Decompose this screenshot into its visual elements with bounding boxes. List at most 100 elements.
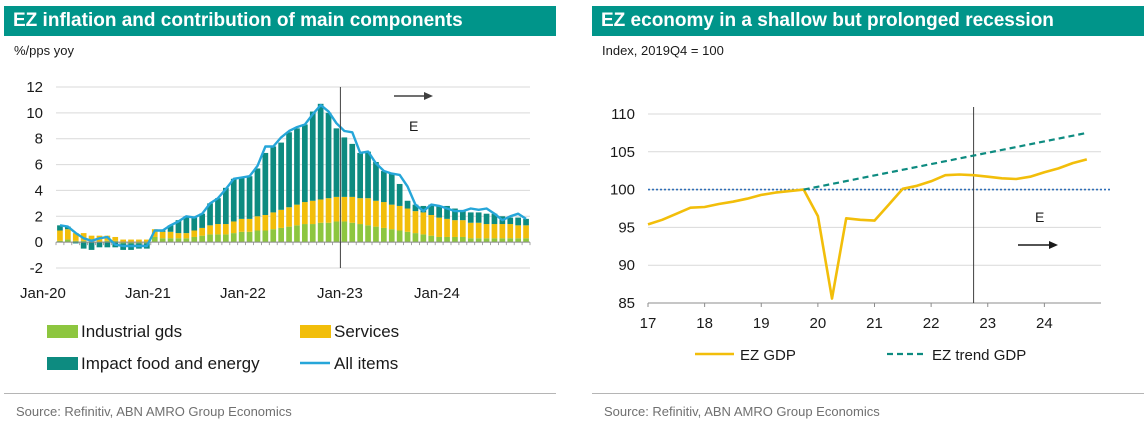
inflation-bar-food-energy: [96, 242, 103, 248]
legend-food-energy-label: Impact food and energy: [81, 354, 260, 373]
gdp-y-tick-label: 105: [610, 144, 635, 161]
inflation-bar-services: [325, 198, 332, 223]
inflation-bar-services: [428, 214, 435, 236]
inflation-bar-services: [88, 235, 95, 243]
inflation-bar-services: [294, 204, 300, 226]
inflation-bar-industrial: [278, 227, 284, 243]
inflation-bar-services: [286, 207, 292, 227]
inflation-bar-food-energy: [420, 205, 427, 213]
inflation-source: Source: Refinitiv, ABN AMRO Group Econom…: [16, 404, 292, 419]
inflation-bar-services: [246, 218, 253, 232]
inflation-bar-industrial: [467, 238, 474, 243]
inflation-bar-industrial: [444, 236, 450, 243]
inflation-bar-industrial: [215, 234, 221, 243]
gdp-line: [647, 158, 1088, 300]
inflation-unit-label: %/pps yoy: [14, 43, 74, 58]
inflation-bar-services: [507, 224, 514, 239]
inflation-bar-industrial: [381, 227, 387, 243]
inflation-bar-services: [357, 198, 363, 225]
gdp-x-tick-label: 22: [923, 315, 940, 332]
inflation-bar-food-energy: [167, 225, 174, 232]
inflation-bar-industrial: [333, 221, 340, 243]
inflation-x-tick-label: Jan-22: [220, 285, 266, 302]
inflation-bar-food-energy: [246, 176, 253, 219]
inflation-bar-services: [483, 224, 490, 239]
inflation-bar-industrial: [136, 242, 142, 244]
inflation-bar-services: [333, 196, 340, 222]
inflation-bar-industrial: [436, 236, 442, 243]
inflation-bar-food-energy: [302, 124, 308, 203]
legend-industrial-swatch: [47, 325, 78, 338]
inflation-bar-industrial: [183, 238, 190, 243]
inflation-bar-industrial: [112, 240, 119, 243]
inflation-bar-industrial: [396, 230, 403, 243]
inflation-bar-food-energy: [483, 213, 490, 225]
gdp-x-tick-label: 24: [1036, 315, 1053, 332]
inflation-bar-food-energy: [175, 220, 182, 234]
inflation-bar-services: [183, 233, 190, 239]
legend-gdp-label: EZ GDP: [740, 347, 796, 364]
inflation-bar-industrial: [128, 242, 134, 244]
inflation-bar-industrial: [286, 226, 292, 243]
legend-food-energy-swatch: [47, 357, 78, 370]
inflation-bar-industrial: [80, 240, 87, 243]
inflation-bar-food-energy: [349, 143, 356, 197]
inflation-bar-industrial: [238, 231, 245, 243]
inflation-bar-services: [72, 233, 79, 241]
inflation-bar-services: [436, 217, 442, 237]
inflation-bar-food-energy: [294, 128, 300, 205]
inflation-forecast-label: E: [409, 118, 418, 134]
inflation-bar-industrial: [159, 238, 166, 243]
inflation-bar-services: [175, 233, 182, 239]
inflation-bar-food-energy: [309, 111, 316, 201]
inflation-bar-industrial: [191, 236, 198, 243]
gdp-y-tick-label: 110: [611, 106, 635, 123]
inflation-bar-food-energy: [223, 187, 229, 225]
inflation-bar-food-energy: [57, 225, 63, 231]
inflation-bar-industrial: [144, 242, 150, 244]
inflation-bar-services: [452, 220, 458, 237]
inflation-bar-services: [396, 205, 403, 231]
gdp-x-tick-label: 20: [810, 315, 827, 332]
gdp-source: Source: Refinitiv, ABN AMRO Group Econom…: [604, 404, 880, 419]
gdp-forecast-arrowhead: [1049, 241, 1058, 249]
inflation-all-items-line: [59, 103, 527, 248]
inflation-bar-services: [302, 202, 308, 225]
legend-services-label: Services: [334, 322, 399, 341]
inflation-bar-services: [444, 218, 450, 237]
inflation-bar-food-energy: [325, 112, 332, 199]
gdp-y-tick-label: 100: [610, 182, 635, 199]
inflation-bar-services: [515, 225, 521, 239]
inflation-bar-industrial: [199, 235, 205, 243]
inflation-bar-industrial: [357, 224, 363, 243]
legend-all-items-label: All items: [334, 354, 398, 373]
inflation-bar-services: [499, 224, 506, 239]
inflation-chart-title: EZ inflation and contribution of main co…: [4, 6, 556, 36]
inflation-bar-industrial: [475, 238, 482, 243]
inflation-bar-services: [65, 229, 71, 240]
inflation-y-tick-label: 2: [35, 208, 43, 225]
inflation-bar-industrial: [507, 238, 514, 243]
inflation-y-tick-label: 4: [35, 182, 43, 199]
inflation-bar-industrial: [57, 240, 63, 243]
inflation-bar-services: [262, 214, 269, 231]
inflation-bar-food-energy: [191, 217, 198, 231]
inflation-bar-services: [278, 209, 284, 228]
inflation-bar-food-energy: [238, 177, 245, 219]
inflation-bar-food-energy: [254, 168, 261, 217]
inflation-y-tick-label: 8: [35, 131, 43, 148]
inflation-bar-industrial: [207, 234, 213, 243]
inflation-bar-industrial: [373, 226, 379, 243]
inflation-bar-services: [404, 208, 411, 232]
inflation-bar-food-energy: [436, 205, 442, 218]
inflation-bar-food-energy: [452, 208, 458, 221]
inflation-bar-services: [112, 236, 119, 241]
inflation-bar-services: [223, 224, 229, 235]
inflation-bar-industrial: [428, 235, 435, 243]
inflation-bar-services: [136, 239, 142, 243]
inflation-bar-services: [144, 239, 150, 243]
gdp-x-tick-label: 17: [640, 315, 657, 332]
inflation-bar-food-energy: [396, 183, 403, 206]
inflation-bar-food-energy: [72, 242, 79, 244]
inflation-bar-services: [475, 222, 482, 239]
